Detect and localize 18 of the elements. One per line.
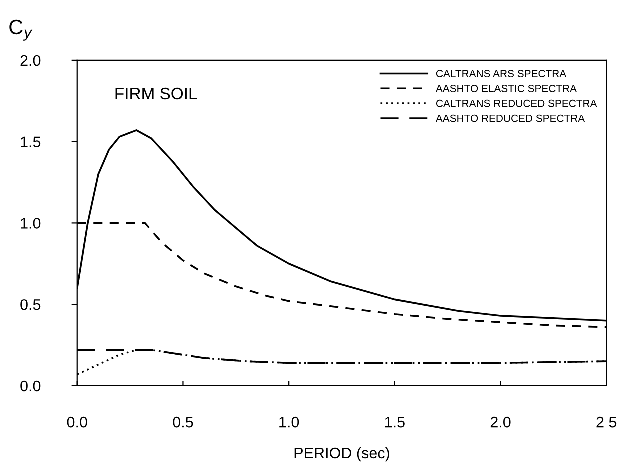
y-tick-label: 1.0: [21, 218, 41, 229]
y-tick-label: 1.5: [21, 136, 41, 148]
x-axis-title: PERIOD (sec): [294, 447, 390, 462]
x-tick-label: 0.5: [173, 416, 194, 428]
y-tick-label: 2.0: [20, 55, 41, 66]
y-axis-title: C$_{y}$: [10, 20, 33, 41]
annotation: FIRM SOIL: [116, 88, 198, 100]
legend-label: AASHTO REDUCED SPECTRA: [436, 114, 586, 122]
y-tick-label: 0.0: [20, 380, 41, 392]
x-tick-label: 2.0: [490, 416, 511, 428]
x-tick-label: 0.0: [67, 416, 88, 428]
x-tick-label: 1.0: [280, 416, 300, 428]
legend-label: CALTRANS ARS SPECTRA: [436, 70, 567, 78]
legend-label: AASHTO ELASTIC SPECTRA: [436, 85, 577, 92]
legend-label: CALTRANS REDUCED SPECTRA: [436, 100, 598, 108]
x-tick-label: 2 5: [596, 416, 617, 428]
y-tick-label: 0.5: [20, 299, 41, 310]
x-tick-label: 1.5: [385, 417, 405, 428]
